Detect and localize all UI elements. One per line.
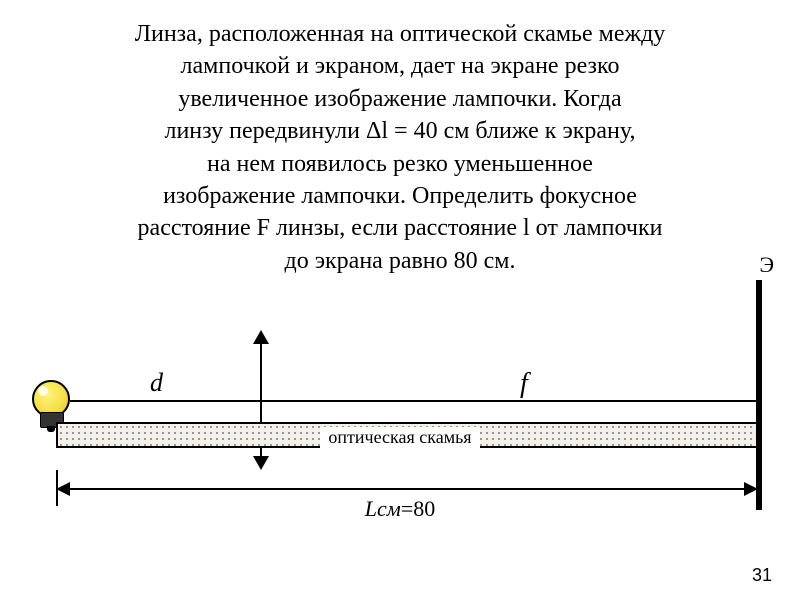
problem-line: изображение лампочки. Определить фокусно… <box>40 180 760 212</box>
optical-bench <box>56 422 758 448</box>
optics-diagram: Э d f оптическая скамья Lсм=80 <box>20 300 780 590</box>
L-unit: см <box>377 496 401 521</box>
total-length-label: Lсм=80 <box>20 496 780 522</box>
total-length-line <box>56 488 758 490</box>
problem-line: Линза, расположенная на оптической скамь… <box>40 18 760 50</box>
page-number: 31 <box>752 565 772 586</box>
problem-line: лампочкой и экраном, дает на экране резк… <box>40 50 760 82</box>
bulb-highlight <box>38 386 48 396</box>
problem-line: линзу передвинули Δl = 40 см ближе к экр… <box>40 115 760 147</box>
L-value: =80 <box>401 496 435 521</box>
dim-arrow-right-icon <box>744 482 758 496</box>
physics-slide: Линза, расположенная на оптической скамь… <box>0 0 800 600</box>
problem-line: на нем появилось резко уменьшенное <box>40 148 760 180</box>
optical-axis <box>70 400 758 402</box>
screen-label: Э <box>759 252 774 278</box>
problem-line: расстояние F линзы, если расстояние l от… <box>40 212 760 244</box>
bulb-tip <box>47 426 55 432</box>
problem-line: до экрана равно 80 см. <box>40 245 760 277</box>
problem-text: Линза, расположенная на оптической скамь… <box>40 18 760 277</box>
L-symbol: L <box>365 496 377 521</box>
image-distance-label: f <box>520 368 528 400</box>
lens-arrow-down-icon <box>253 456 269 470</box>
object-distance-label: d <box>150 368 163 398</box>
problem-line: увеличенное изображение лампочки. Когда <box>40 83 760 115</box>
